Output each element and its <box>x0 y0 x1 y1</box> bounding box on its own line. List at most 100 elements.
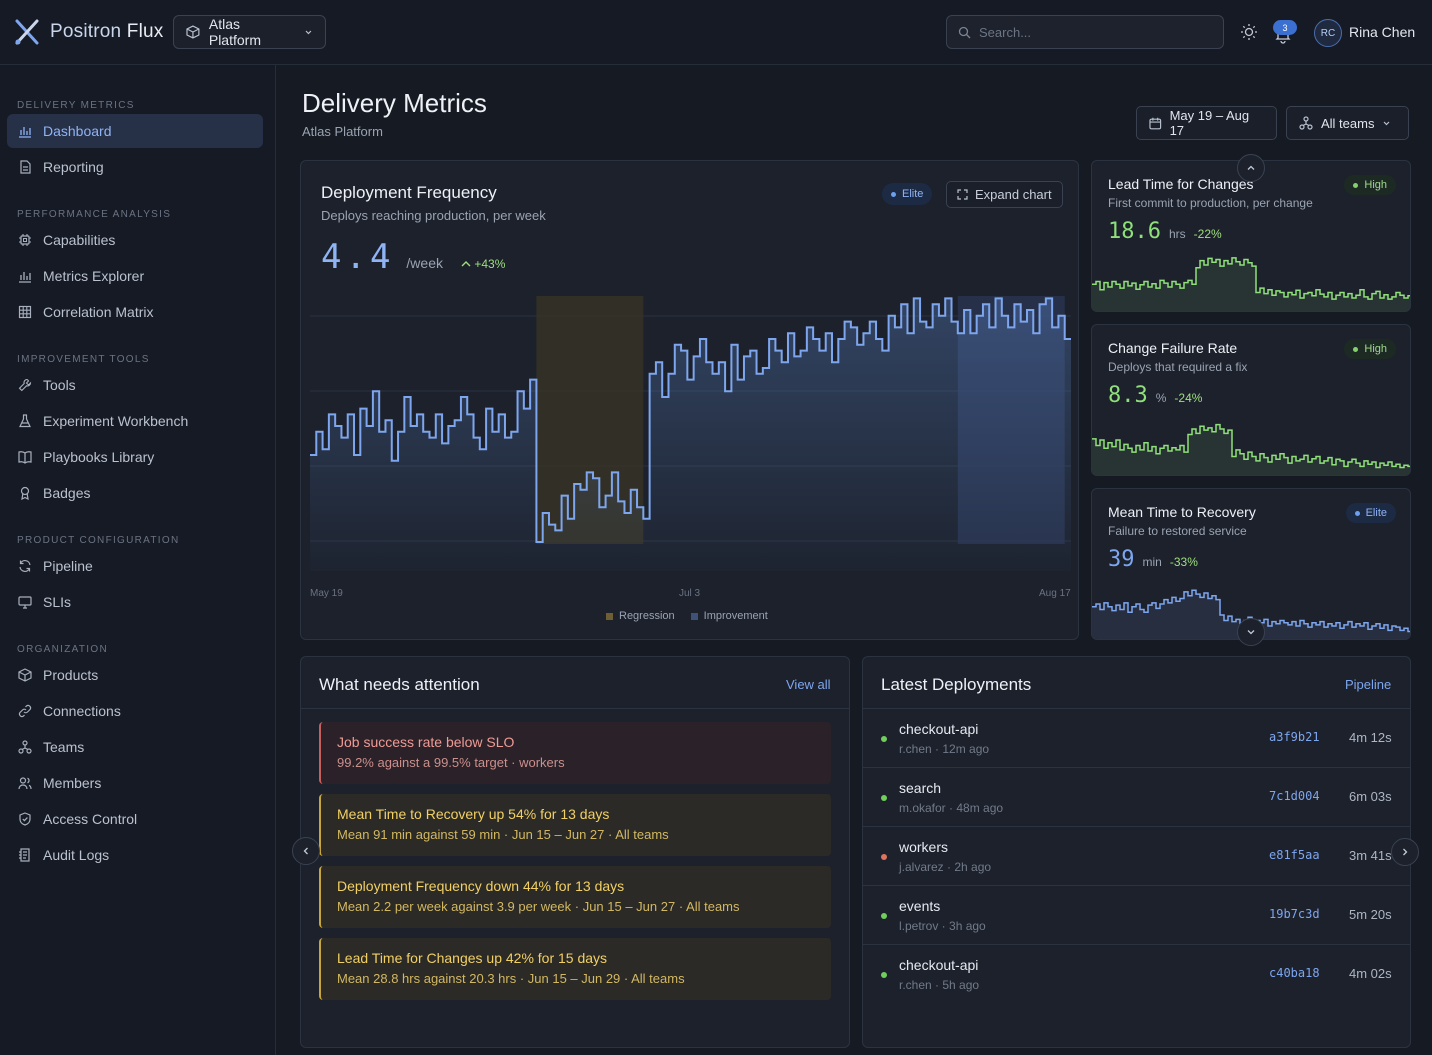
sparkline-line <box>1092 257 1410 300</box>
legend-item-regression: Regression <box>606 610 675 622</box>
team-filter-button[interactable]: All teams <box>1286 106 1409 140</box>
link-icon <box>18 704 32 718</box>
notification-count: 3 <box>1273 20 1297 35</box>
deployment-duration: 4m 02s <box>1349 966 1392 981</box>
metric-card-lead-time-for-changes[interactable]: Lead Time for Changes First commit to pro… <box>1091 160 1411 312</box>
teams-icon <box>18 740 32 754</box>
arrow-up-icon <box>461 261 471 267</box>
metric-card-change-failure-rate[interactable]: Change Failure Rate Deploys that required… <box>1091 324 1411 476</box>
sidebar-item-audit-logs[interactable]: Audit Logs <box>7 838 263 872</box>
table-row[interactable]: checkout-api r.chen · 5h ago c40ba18 4m 02s <box>863 945 1410 1004</box>
x-tick-label: Aug 17 <box>1039 588 1071 599</box>
carousel-prev-button[interactable] <box>292 837 320 865</box>
search-input[interactable]: Search... <box>946 15 1224 49</box>
nav-group-label: IMPROVEMENT TOOLS <box>17 354 150 365</box>
search-icon <box>958 26 971 38</box>
sidebar-item-teams[interactable]: Teams <box>7 730 263 764</box>
metric-value: 39 <box>1108 547 1135 572</box>
sidebar-item-playbooks-library[interactable]: Playbooks Library <box>7 440 263 474</box>
sparkline <box>1092 423 1410 475</box>
table-row[interactable]: workers j.alvarez · 2h ago e81f5aa 3m 41s <box>863 827 1410 886</box>
sidebar-item-tools[interactable]: Tools <box>7 368 263 402</box>
metric-delta: -24% <box>1174 391 1203 405</box>
sidebar-item-experiment-workbench[interactable]: Experiment Workbench <box>7 404 263 438</box>
project-selector[interactable]: Atlas Platform <box>173 15 326 49</box>
monitor-icon <box>18 595 32 609</box>
sidebar-item-capabilities[interactable]: Capabilities <box>7 223 263 257</box>
expand-chart-button[interactable]: Expand chart <box>946 181 1063 208</box>
pipeline-link[interactable]: Pipeline <box>1345 677 1392 692</box>
sparkline-line <box>1092 423 1410 469</box>
sidebar-item-metrics-explorer[interactable]: Metrics Explorer <box>7 259 263 293</box>
avatar[interactable]: RC <box>1314 19 1342 47</box>
x-tick-label: May 19 <box>310 588 343 599</box>
brand-suffix: Flux <box>126 21 164 42</box>
document-icon <box>18 160 32 174</box>
deployment-service: workers <box>899 839 949 855</box>
sparkline <box>1092 257 1410 311</box>
metric-unit: min <box>1142 555 1162 569</box>
log-icon <box>18 848 32 862</box>
status-dot <box>881 736 887 742</box>
chip-icon <box>18 233 32 247</box>
attention-item[interactable]: Lead Time for Changes up 42% for 15 days… <box>319 938 831 1000</box>
scroll-down-button[interactable] <box>1237 618 1265 646</box>
sidebar-item-dashboard[interactable]: Dashboard <box>7 114 263 148</box>
commit-hash[interactable]: e81f5aa <box>1269 848 1320 862</box>
deployment-meta: r.chen · 5h ago <box>899 978 980 992</box>
metric-unit: % <box>1155 391 1167 405</box>
sidebar-item-products[interactable]: Products <box>7 658 263 692</box>
sidebar-item-correlation-matrix[interactable]: Correlation Matrix <box>7 295 263 329</box>
view-all-link[interactable]: View all <box>786 677 831 692</box>
sun-icon <box>1241 24 1257 40</box>
deployment-frequency-chart <box>310 296 1071 571</box>
sidebar-item-reporting[interactable]: Reporting <box>7 150 263 184</box>
commit-hash[interactable]: a3f9b21 <box>1269 730 1320 744</box>
sidebar-item-label: Experiment Workbench <box>43 413 189 429</box>
commit-hash[interactable]: 19b7c3d <box>1269 907 1320 921</box>
user-name[interactable]: Rina Chen <box>1349 24 1416 40</box>
deployment-duration: 5m 20s <box>1349 907 1392 922</box>
table-row[interactable]: search m.okafor · 48m ago 7c1d004 6m 03s <box>863 768 1410 827</box>
metric-title: Lead Time for Changes <box>1108 176 1254 192</box>
metric-card-mean-time-to-recovery[interactable]: Mean Time to Recovery Failure to restored… <box>1091 488 1411 640</box>
attention-item[interactable]: Job success rate below SLO 99.2% against … <box>319 722 831 784</box>
attention-item-title: Job success rate below SLO <box>337 734 515 750</box>
sidebar-item-access-control[interactable]: Access Control <box>7 802 263 836</box>
chevron-up-icon <box>1247 165 1255 170</box>
chart-subtitle: Deploys reaching production, per week <box>321 208 546 223</box>
sidebar-item-badges[interactable]: Badges <box>7 476 263 510</box>
sidebar-item-label: Metrics Explorer <box>43 268 145 284</box>
sidebar-item-slis[interactable]: SLIs <box>7 585 263 619</box>
metric-title: Change Failure Rate <box>1108 340 1238 356</box>
attention-item[interactable]: Deployment Frequency down 44% for 13 day… <box>319 866 831 928</box>
date-range-button[interactable]: May 19 – Aug 17 <box>1136 106 1277 140</box>
badge-icon <box>18 486 32 500</box>
flask-icon <box>18 414 32 428</box>
scroll-up-button[interactable] <box>1237 154 1265 182</box>
commit-hash[interactable]: 7c1d004 <box>1269 789 1320 803</box>
metric-subtitle: Deploys that required a fix <box>1108 360 1248 374</box>
sidebar-item-pipeline[interactable]: Pipeline <box>7 549 263 583</box>
table-row[interactable]: events l.petrov · 3h ago 19b7c3d 5m 20s <box>863 886 1410 945</box>
expand-icon <box>957 189 968 200</box>
sidebar-item-label: Members <box>43 775 102 791</box>
x-tick-label: Jul 3 <box>679 588 701 599</box>
deployment-duration: 4m 12s <box>1349 730 1392 745</box>
teams-icon <box>1299 116 1313 130</box>
carousel-next-button[interactable] <box>1391 838 1419 866</box>
logo[interactable]: Positron Flux <box>14 18 164 46</box>
sidebar-item-label: Reporting <box>43 159 104 175</box>
latest-deployments-card: Latest Deployments Pipeline checkout-api… <box>862 656 1411 1048</box>
deployment-service: checkout-api <box>899 957 979 973</box>
attention-item[interactable]: Mean Time to Recovery up 54% for 13 days… <box>319 794 831 856</box>
sidebar-item-members[interactable]: Members <box>7 766 263 800</box>
table-row[interactable]: checkout-api r.chen · 12m ago a3f9b21 4m 12… <box>863 709 1410 768</box>
commit-hash[interactable]: c40ba18 <box>1269 966 1320 980</box>
deployment-duration: 3m 41s <box>1349 848 1392 863</box>
sidebar-item-label: Badges <box>43 485 91 501</box>
theme-toggle[interactable] <box>1238 21 1260 43</box>
sidebar-item-connections[interactable]: Connections <box>7 694 263 728</box>
chevron-down-icon <box>305 30 312 34</box>
status-badge: Elite <box>1345 503 1396 523</box>
